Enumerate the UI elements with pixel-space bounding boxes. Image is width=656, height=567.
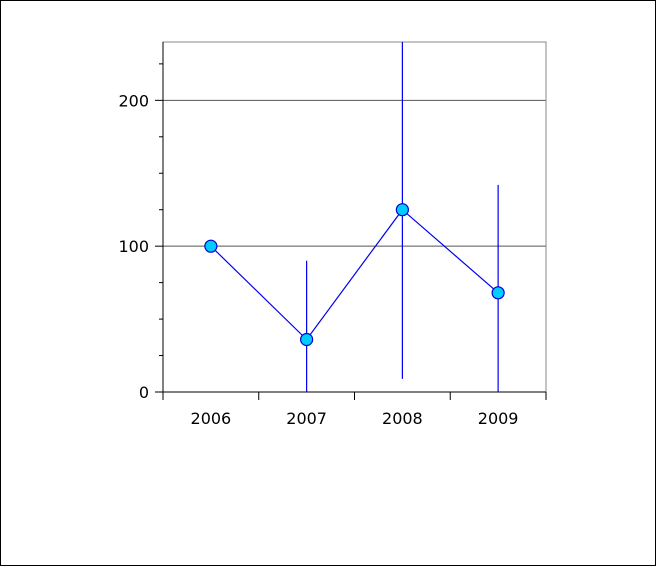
data-point-2006: [205, 240, 217, 252]
x-tick-label-2008: 2008: [382, 409, 423, 428]
x-tick-label-2009: 2009: [478, 409, 519, 428]
x-tick-label-2006: 2006: [191, 409, 232, 428]
tick-labels: 0 100 200 2006 2007 2008 2009: [118, 91, 518, 428]
plot-area: [163, 42, 546, 392]
axes: [155, 42, 546, 400]
gridlines: [163, 100, 546, 246]
x-tick-label-2007: 2007: [286, 409, 327, 428]
series-line: [211, 210, 498, 340]
data-point-2008: [396, 204, 408, 216]
y-tick-label: 0: [139, 383, 149, 402]
y-tick-label: 200: [118, 91, 149, 110]
data-point-2009: [492, 287, 504, 299]
series-line-0: [211, 210, 498, 340]
y-tick-label: 100: [118, 237, 149, 256]
data-point-2007: [301, 334, 313, 346]
error-bars: [307, 42, 499, 392]
